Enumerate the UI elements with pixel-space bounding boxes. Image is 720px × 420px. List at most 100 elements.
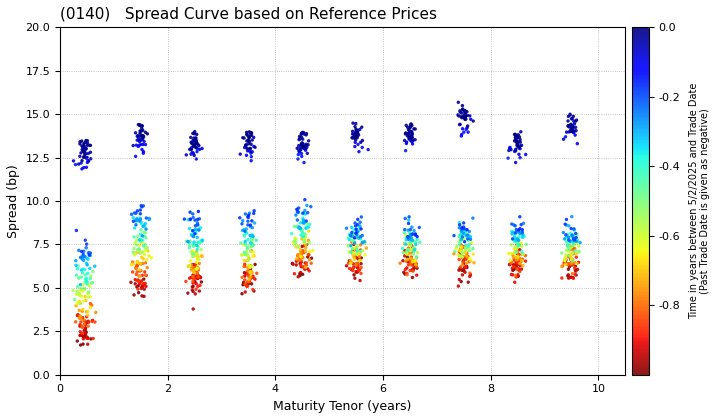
Point bbox=[189, 226, 201, 233]
Point bbox=[243, 252, 254, 259]
Point bbox=[403, 262, 415, 268]
Point bbox=[405, 137, 416, 144]
Point bbox=[135, 260, 146, 267]
Point bbox=[400, 234, 412, 241]
Point bbox=[503, 147, 515, 154]
Point bbox=[567, 235, 579, 242]
Point bbox=[241, 138, 253, 144]
Point bbox=[133, 282, 145, 289]
Point bbox=[187, 253, 199, 260]
Point bbox=[84, 294, 96, 300]
Point bbox=[518, 233, 530, 240]
Point bbox=[296, 131, 307, 137]
Point bbox=[296, 235, 307, 242]
Point bbox=[406, 248, 418, 255]
Point bbox=[77, 266, 89, 273]
Point bbox=[241, 131, 253, 137]
Point bbox=[140, 234, 152, 241]
Point bbox=[506, 259, 518, 266]
Point bbox=[81, 164, 92, 171]
Point bbox=[405, 133, 417, 139]
Point bbox=[352, 141, 364, 148]
Point bbox=[460, 249, 472, 256]
Point bbox=[516, 231, 528, 237]
Point bbox=[568, 237, 580, 244]
Point bbox=[76, 307, 88, 314]
Point bbox=[400, 147, 411, 154]
Point bbox=[561, 247, 572, 254]
Point bbox=[187, 232, 199, 239]
Point bbox=[77, 144, 89, 151]
Point bbox=[80, 137, 91, 144]
Point bbox=[187, 137, 199, 144]
Point bbox=[186, 146, 197, 152]
Point bbox=[410, 257, 421, 264]
Point bbox=[75, 319, 86, 326]
Point bbox=[87, 279, 99, 286]
Point bbox=[242, 221, 253, 228]
Point bbox=[455, 246, 467, 252]
Point bbox=[348, 134, 359, 141]
Point bbox=[291, 255, 302, 262]
Point bbox=[456, 243, 467, 249]
Point bbox=[404, 124, 415, 131]
Point bbox=[246, 148, 258, 155]
Point bbox=[573, 248, 585, 255]
Point bbox=[456, 236, 467, 243]
Point bbox=[298, 264, 310, 270]
Point bbox=[191, 227, 202, 234]
Point bbox=[75, 281, 86, 288]
Point bbox=[516, 258, 527, 265]
Point bbox=[504, 261, 516, 268]
Point bbox=[513, 234, 525, 240]
Point bbox=[137, 272, 148, 279]
Point bbox=[347, 249, 359, 256]
Point bbox=[348, 256, 360, 262]
Point bbox=[135, 278, 147, 284]
Point bbox=[565, 121, 577, 128]
Point bbox=[351, 269, 363, 276]
Point bbox=[515, 255, 526, 262]
Point bbox=[187, 306, 199, 312]
Point bbox=[192, 222, 204, 228]
Point bbox=[400, 232, 412, 239]
Point bbox=[136, 132, 148, 139]
Point bbox=[405, 247, 417, 254]
Point bbox=[246, 129, 257, 136]
Point bbox=[509, 148, 521, 155]
Point bbox=[244, 232, 256, 239]
Point bbox=[566, 260, 577, 267]
Point bbox=[193, 267, 204, 273]
Point bbox=[297, 210, 308, 217]
Point bbox=[300, 141, 312, 147]
Point bbox=[462, 236, 474, 242]
Point bbox=[135, 133, 146, 139]
Point bbox=[183, 262, 194, 269]
Point bbox=[296, 142, 307, 149]
Point bbox=[456, 224, 467, 231]
Point bbox=[78, 140, 90, 147]
Point bbox=[82, 308, 94, 315]
Point bbox=[141, 264, 153, 271]
Point bbox=[400, 130, 412, 136]
Point bbox=[73, 307, 85, 314]
Point bbox=[564, 245, 576, 252]
Point bbox=[456, 244, 467, 251]
Point bbox=[292, 209, 303, 215]
Point bbox=[186, 249, 198, 256]
Point bbox=[243, 134, 255, 140]
Point bbox=[195, 224, 207, 231]
Point bbox=[351, 229, 363, 236]
Point bbox=[245, 269, 256, 276]
Point bbox=[560, 231, 572, 238]
Point bbox=[129, 225, 140, 231]
Point bbox=[305, 260, 317, 267]
Point bbox=[298, 237, 310, 244]
Point bbox=[134, 218, 145, 224]
Point bbox=[196, 253, 207, 260]
Point bbox=[80, 150, 91, 157]
Point bbox=[82, 256, 94, 262]
Point bbox=[565, 256, 577, 262]
Point bbox=[570, 230, 582, 237]
Point bbox=[184, 262, 196, 269]
